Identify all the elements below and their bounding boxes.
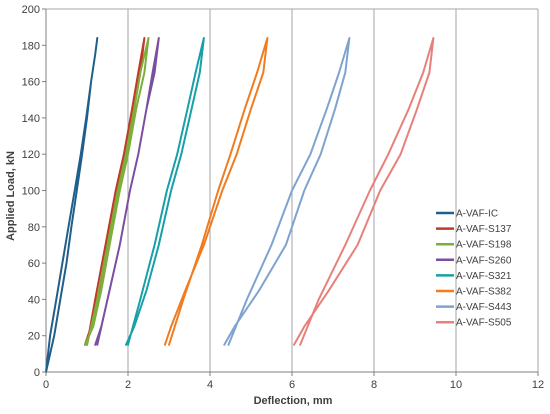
legend-label: A-VAF-S137 (456, 224, 512, 235)
x-tick-label: 0 (43, 379, 49, 391)
legend-item: A-VAF-S321 (436, 271, 512, 282)
x-tick-label: 2 (125, 379, 131, 391)
x-tick-label: 6 (289, 379, 295, 391)
y-tick-label: 180 (22, 40, 40, 52)
y-axis-label: Applied Load, kN (5, 151, 17, 241)
series-line-a-vaf-s137 (83, 37, 146, 346)
legend-item: A-VAF-S505 (436, 318, 512, 329)
legend-item: A-VAF-S260 (436, 255, 512, 266)
legend-label: A-VAF-S260 (456, 255, 512, 266)
series-line-a-vaf-s321 (125, 37, 205, 346)
legend-label: A-VAF-S198 (456, 240, 512, 251)
series-line-a-vaf-s260 (94, 37, 160, 346)
legend-item: A-VAF-S382 (436, 287, 512, 298)
y-tick-label: 0 (34, 367, 40, 379)
legend-label: A-VAF-IC (456, 209, 498, 220)
y-tick-label: 100 (22, 186, 40, 198)
x-tick-label: 8 (371, 379, 377, 391)
series-layer (45, 37, 435, 373)
y-tick-label: 60 (28, 258, 40, 270)
series-line-a-vaf-s198 (83, 37, 150, 346)
series-line-a-vaf-s443 (223, 37, 351, 346)
y-tick-label: 140 (22, 113, 40, 125)
legend-item: A-VAF-S198 (436, 240, 512, 251)
legend-item: A-VAF-IC (436, 209, 498, 220)
series-line-a-vaf-s505 (293, 37, 435, 346)
legend-label: A-VAF-S443 (456, 302, 512, 313)
legend: A-VAF-IC A-VAF-S137 A-VAF-S198 A-VAF-S260 A-… (436, 209, 512, 329)
series-line-a-vaf-s382 (163, 37, 269, 346)
series-line-a-vaf-ic (45, 37, 99, 373)
legend-item: A-VAF-S137 (436, 224, 512, 235)
y-tick-label: 80 (28, 222, 40, 234)
y-tick-label: 200 (22, 4, 40, 16)
y-tick-label: 120 (22, 149, 40, 161)
x-tick-label: 12 (532, 379, 544, 391)
legend-item: A-VAF-S443 (436, 302, 512, 313)
x-tick-label: 10 (450, 379, 462, 391)
legend-label: A-VAF-S505 (456, 318, 512, 329)
y-tick-label: 40 (28, 294, 40, 306)
legend-label: A-VAF-S382 (456, 287, 512, 298)
x-tick-label: 4 (207, 379, 213, 391)
y-tick-label: 160 (22, 77, 40, 89)
x-axis-label: Deflection, mm (254, 395, 333, 407)
y-tick-label: 20 (28, 331, 40, 343)
legend-label: A-VAF-S321 (456, 271, 512, 282)
